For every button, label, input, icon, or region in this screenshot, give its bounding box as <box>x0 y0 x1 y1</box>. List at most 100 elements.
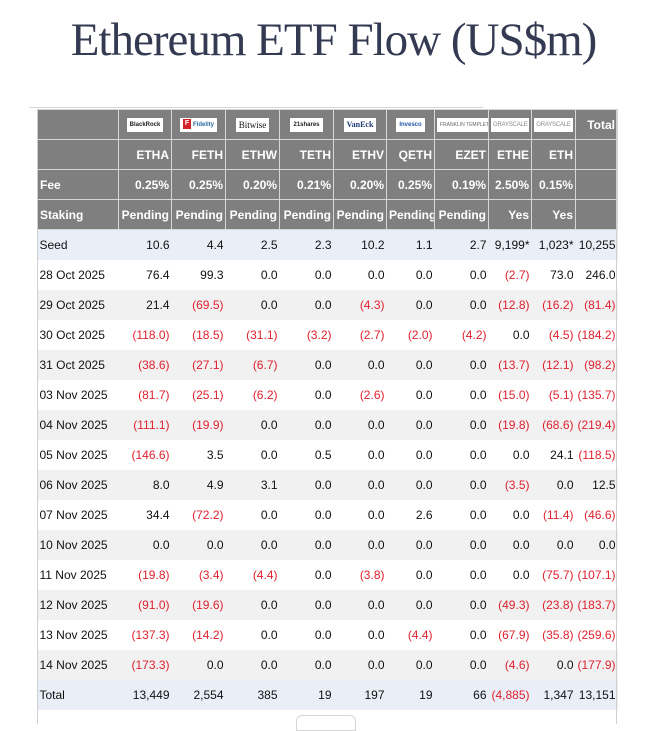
flow-cell: 0.0 <box>333 350 387 380</box>
flow-cell: (3.2) <box>279 320 334 350</box>
flow-cell: (23.8) <box>531 590 576 620</box>
row-label: 10 Nov 2025 <box>37 530 119 560</box>
flow-cell: (12.8) <box>488 290 532 320</box>
row-label: 31 Oct 2025 <box>37 350 119 380</box>
fee-cell: 0.20% <box>333 169 387 200</box>
flow-cell: 0.0 <box>225 290 280 320</box>
flow-cell: 24.1 <box>531 440 576 470</box>
flow-cell: (3.8) <box>333 560 387 590</box>
issuer-blackrock: BlackRock <box>118 109 172 140</box>
flow-cell: (2.7) <box>333 320 387 350</box>
fee-cell: 0.21% <box>279 169 334 200</box>
row-label: 28 Oct 2025 <box>37 260 119 290</box>
total-row: Total 13,449 2,554 385 19 197 19 66 (4,885) 1,347… <box>37 680 618 710</box>
flow-cell: (2.7) <box>488 260 532 290</box>
grayscale-logo-icon: GRAYSCALE <box>491 117 530 132</box>
flow-cell: 10.6 <box>118 229 172 260</box>
flow-cell: (12.1) <box>531 350 576 380</box>
row-total-cell: 12.5 <box>575 470 618 500</box>
flow-cell: (14.2) <box>171 620 226 650</box>
row-total-cell: (177.9) <box>575 650 618 680</box>
table-row: 29 Oct 2025 21.4 (69.5) 0.0 0.0 (4.3) 0.0 0.0 (1… <box>37 290 618 320</box>
flow-cell: 2,554 <box>171 680 226 710</box>
flow-cell: 0.0 <box>531 470 576 500</box>
flow-cell: 0.0 <box>434 530 489 560</box>
21shares-logo-icon: 21shares <box>290 117 323 132</box>
flow-cell: 0.0 <box>488 440 532 470</box>
flow-cell: 2.3 <box>279 229 334 260</box>
flow-cell: (72.2) <box>171 500 226 530</box>
flow-cell: 0.0 <box>386 530 435 560</box>
flow-cell: 2.6 <box>386 500 435 530</box>
staking-label: Staking <box>37 199 119 230</box>
flow-cell: 0.0 <box>488 320 532 350</box>
fee-label: Fee <box>37 169 119 200</box>
fee-cell: 0.25% <box>386 169 435 200</box>
table-row: 05 Nov 2025 (146.6) 3.5 0.0 0.5 0.0 0.0 0.0 0.0 2… <box>37 440 618 470</box>
flow-cell: 0.0 <box>225 410 280 440</box>
flow-cell: (91.0) <box>118 590 172 620</box>
flow-cell: 0.0 <box>386 410 435 440</box>
flow-cell: (6.2) <box>225 380 280 410</box>
flow-cell: (19.8) <box>118 560 172 590</box>
scroll-to-top-tab[interactable] <box>296 715 356 731</box>
flow-cell: 0.0 <box>333 590 387 620</box>
flow-cell: (38.6) <box>118 350 172 380</box>
row-label: 29 Oct 2025 <box>37 290 119 320</box>
flow-cell: 0.0 <box>434 260 489 290</box>
flow-cell: (4.2) <box>434 320 489 350</box>
table-row: 04 Nov 2025 (111.1) (19.9) 0.0 0.0 0.0 0.0 0.0(… <box>37 410 618 440</box>
flow-cell: (49.3) <box>488 590 532 620</box>
row-label: 30 Oct 2025 <box>37 320 119 350</box>
flow-cell: 10.2 <box>333 229 387 260</box>
flow-cell: 0.0 <box>279 500 334 530</box>
staking-cell: Pending <box>386 199 435 230</box>
table-row: 30 Oct 2025 (118.0) (18.5) (31.1) (3.2) (2.7)… <box>37 320 618 350</box>
flow-cell: (27.1) <box>171 350 226 380</box>
row-total-cell: 10,255 <box>575 229 618 260</box>
row-total-cell: (107.1) <box>575 560 618 590</box>
flow-cell: 73.0 <box>531 260 576 290</box>
row-label: 14 Nov 2025 <box>37 650 119 680</box>
flow-cell: 0.0 <box>171 650 226 680</box>
flow-cell: 0.0 <box>434 350 489 380</box>
row-label: 12 Nov 2025 <box>37 590 119 620</box>
flow-cell: 0.0 <box>434 500 489 530</box>
row-total-cell: (184.2) <box>575 320 618 350</box>
flow-cell: 0.0 <box>386 260 435 290</box>
row-label: 07 Nov 2025 <box>37 500 119 530</box>
flow-cell: (81.7) <box>118 380 172 410</box>
blackrock-logo-icon: BlackRock <box>126 117 164 132</box>
flow-cell: (67.9) <box>488 620 532 650</box>
row-label: 04 Nov 2025 <box>37 410 119 440</box>
flow-cell: 0.0 <box>225 650 280 680</box>
flow-cell: 0.0 <box>225 590 280 620</box>
row-label: 06 Nov 2025 <box>37 470 119 500</box>
ticker-cell: FETH <box>171 139 226 170</box>
row-total-cell: (118.5) <box>575 440 618 470</box>
issuer-logo-row: BlackRock F Fidelity Bitwise 21shares Van… <box>37 109 618 140</box>
flow-cell: (18.5) <box>171 320 226 350</box>
fee-cell: 0.19% <box>434 169 489 200</box>
flow-cell: (68.6) <box>531 410 576 440</box>
flow-cell: (19.6) <box>171 590 226 620</box>
flow-cell: (4.5) <box>531 320 576 350</box>
flow-cell: (118.0) <box>118 320 172 350</box>
flow-cell: 0.0 <box>386 470 435 500</box>
row-label: 13 Nov 2025 <box>37 620 119 650</box>
flow-cell: 0.0 <box>386 290 435 320</box>
flow-cell: 0.0 <box>333 650 387 680</box>
flow-cell: 0.0 <box>434 620 489 650</box>
flow-cell: (69.5) <box>171 290 226 320</box>
flow-cell: 0.0 <box>279 260 334 290</box>
table-row: 03 Nov 2025 (81.7) (25.1) (6.2) 0.0 (2.6) 0.0 0… <box>37 380 618 410</box>
ticker-cell: ETHW <box>225 139 280 170</box>
fee-cell: 0.25% <box>118 169 172 200</box>
flow-rows: Seed 10.6 4.4 2.5 2.3 10.2 1.1 2.7 9,199* 1,023* 1… <box>37 229 618 710</box>
flow-cell: 4.9 <box>171 470 226 500</box>
flow-cell: 4.4 <box>171 229 226 260</box>
table-row: 13 Nov 2025 (137.3) (14.2) 0.0 0.0 0.0 (4.4) 0.… <box>37 620 618 650</box>
table-row: 12 Nov 2025 (91.0) (19.6) 0.0 0.0 0.0 0.0 0.0 (4… <box>37 590 618 620</box>
table-row: 31 Oct 2025 (38.6) (27.1) (6.7) 0.0 0.0 0.0 0.0… <box>37 350 618 380</box>
vaneck-logo-icon: VanEck <box>343 117 377 132</box>
